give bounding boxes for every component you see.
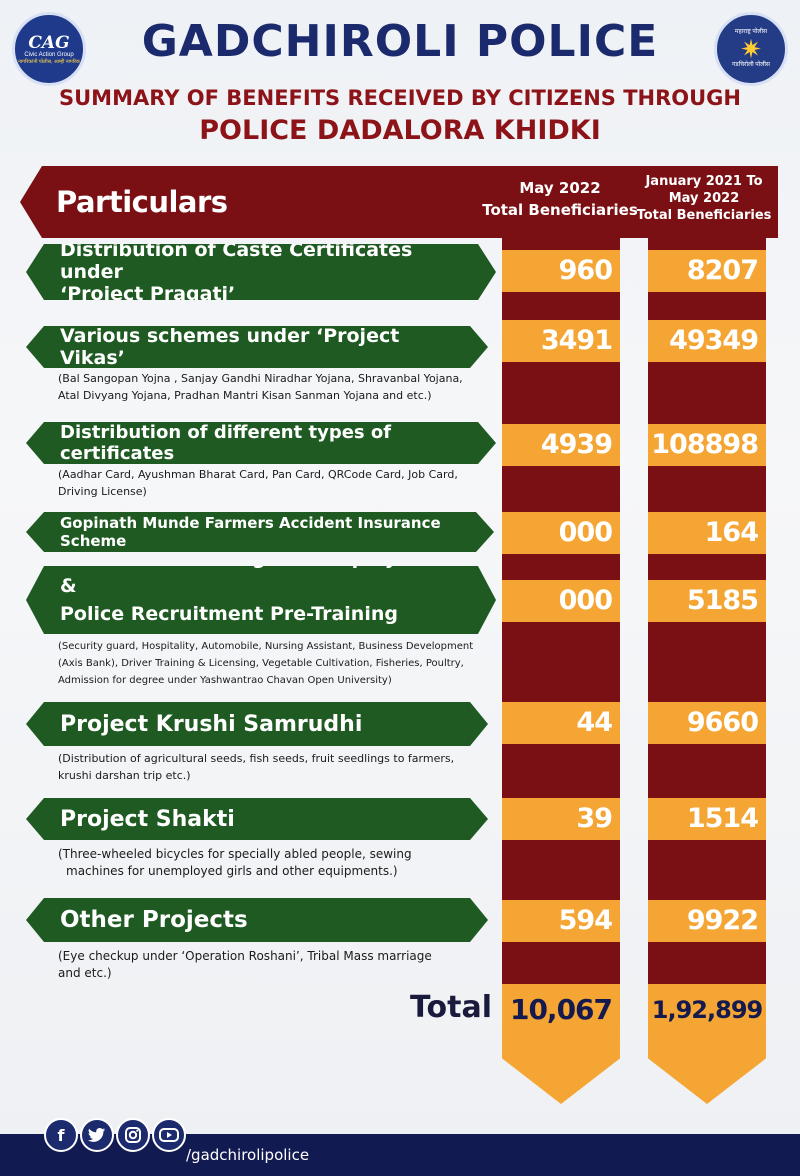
row-pill-krushi-samrudhi: Project Krushi Samrudhi — [26, 702, 488, 746]
row-description: (Eye checkup under ‘Operation Roshani’, … — [58, 948, 432, 982]
value-jan2021-may2022: 1514 — [648, 798, 766, 840]
row-description-line: Atal Divyang Yojana, Pradhan Mantri Kisa… — [58, 389, 432, 402]
row-pill-project-shakti: Project Shakti — [26, 798, 488, 840]
row-description-line: Admission for degree under Yashwantrao C… — [58, 675, 392, 686]
value-jan2021-may2022: 49349 — [648, 320, 766, 362]
page-subtitle-line-1: SUMMARY OF BENEFITS RECEIVED BY CITIZENS… — [59, 86, 741, 110]
may-2022-header: May 2022 Total Beneficiaries — [480, 177, 640, 221]
particulars-banner — [20, 166, 778, 238]
row-description-line: Driving License) — [58, 485, 147, 498]
cag-logo: CAG Civic Action Group नागरिकांनी पोलीस,… — [12, 12, 86, 86]
row-description-line: (Distribution of agricultural seeds, fis… — [58, 752, 455, 765]
instagram-icon[interactable] — [116, 1118, 150, 1152]
row-title: Gopinath Munde Farmers Accident Insuranc… — [60, 514, 441, 550]
row-description-line: and etc.) — [58, 966, 112, 980]
value-jan2021-may2022: 164 — [648, 512, 766, 554]
value-jan2021-may2022: 5185 — [648, 580, 766, 622]
facebook-icon[interactable]: f — [44, 1118, 78, 1152]
row-title: ‘Project Pragati’ — [60, 283, 236, 305]
row-title: Distribution of Caste Certificates under — [60, 239, 413, 283]
page-title: GADCHIROLI POLICE — [141, 16, 659, 67]
row-description-line: machines for unemployed girls and other … — [66, 864, 398, 878]
jan2021-header-line-1: January 2021 To — [645, 174, 763, 189]
row-description-line: (Aadhar Card, Ayushman Bharat Card, Pan … — [58, 468, 458, 481]
row-description-line: (Axis Bank), Driver Training & Licensing… — [58, 658, 464, 669]
police-logo-bottom-text: गडचिरोली पोलीस — [732, 62, 770, 68]
police-logo-top-text: महाराष्ट्र पोलीस — [734, 29, 768, 35]
row-title: Vocational Training and Employment & — [60, 547, 453, 597]
row-pill-certificates: Distribution of different types of certi… — [26, 422, 496, 464]
row-pill-other-projects: Other Projects — [26, 898, 488, 942]
jan2021-header-line-2: May 2022 — [668, 191, 740, 206]
row-title: Project Shakti — [60, 806, 235, 832]
row-pill-caste-certificates: Distribution of Caste Certificates under… — [26, 244, 496, 300]
value-may-2022: 960 — [502, 250, 620, 292]
row-title: Project Krushi Samrudhi — [60, 711, 363, 737]
total-jan2021-may2022: 1,92,899 — [651, 996, 763, 1024]
particulars-label: Particulars — [56, 185, 228, 219]
cag-logo-mark: CAG — [28, 32, 70, 53]
cag-logo-tagline: नागरिकांनी पोलीस, आम्ही नागरिक — [18, 58, 80, 65]
row-description: (Three-wheeled bicycles for specially ab… — [58, 846, 412, 880]
row-title: Distribution of different types of certi… — [60, 422, 392, 464]
row-description-line: (Three-wheeled bicycles for specially ab… — [58, 847, 412, 861]
jan2021-may2022-header: January 2021 To May 2022 Total Beneficia… — [636, 173, 772, 224]
row-description-line: krushi darshan trip etc.) — [58, 769, 191, 782]
total-may-2022: 10,067 — [509, 993, 613, 1026]
row-description: (Aadhar Card, Ayushman Bharat Card, Pan … — [58, 466, 458, 500]
row-description-line: (Eye checkup under ‘Operation Roshani’, … — [58, 949, 432, 963]
total-label: Total — [410, 990, 492, 1025]
value-may-2022: 594 — [502, 900, 620, 942]
maharashtra-police-logo: महाराष्ट्र पोलीस ✷ गडचिरोली पोलीस — [714, 12, 788, 86]
row-description-line: (Security guard, Hospitality, Automobile… — [58, 641, 474, 652]
row-pill-project-vikas: Various schemes under ‘Project Vikas’ — [26, 326, 488, 368]
page-subtitle-line-2: POLICE DADALORA KHIDKI — [199, 115, 601, 146]
twitter-icon[interactable] — [80, 1118, 114, 1152]
cag-logo-org: Civic Action Group — [24, 51, 74, 58]
value-jan2021-may2022: 9660 — [648, 702, 766, 744]
value-may-2022: 3491 — [502, 320, 620, 362]
jan2021-header-line-3: Total Beneficiaries — [636, 208, 772, 223]
may-2022-column — [502, 238, 620, 1094]
police-star-icon: ✷ — [740, 34, 762, 64]
row-description: (Security guard, Hospitality, Automobile… — [58, 638, 473, 689]
youtube-icon[interactable] — [152, 1118, 186, 1152]
row-description: (Bal Sangopan Yojna , Sanjay Gandhi Nira… — [58, 370, 463, 404]
value-jan2021-may2022: 9922 — [648, 900, 766, 942]
row-pill-farmers-insurance: Gopinath Munde Farmers Accident Insuranc… — [26, 512, 494, 552]
value-may-2022: 44 — [502, 702, 620, 744]
row-title: Other Projects — [60, 907, 248, 933]
value-may-2022: 000 — [502, 580, 620, 622]
value-jan2021-may2022: 108898 — [648, 424, 766, 466]
jan2021-may2022-column — [648, 238, 766, 1094]
row-description-line: (Bal Sangopan Yojna , Sanjay Gandhi Nira… — [58, 372, 463, 385]
value-jan2021-may2022: 8207 — [648, 250, 766, 292]
value-may-2022: 000 — [502, 512, 620, 554]
row-pill-vocational-training: Vocational Training and Employment & Pol… — [26, 566, 496, 634]
row-description: (Distribution of agricultural seeds, fis… — [58, 750, 454, 784]
value-may-2022: 39 — [502, 798, 620, 840]
may-2022-header-line-1: May 2022 — [519, 179, 601, 197]
value-may-2022: 4939 — [502, 424, 620, 466]
social-handle[interactable]: /gadchirolipolice — [186, 1146, 310, 1164]
row-title: Various schemes under ‘Project Vikas’ — [60, 325, 400, 369]
may-2022-header-line-2: Total Beneficiaries — [482, 201, 638, 219]
